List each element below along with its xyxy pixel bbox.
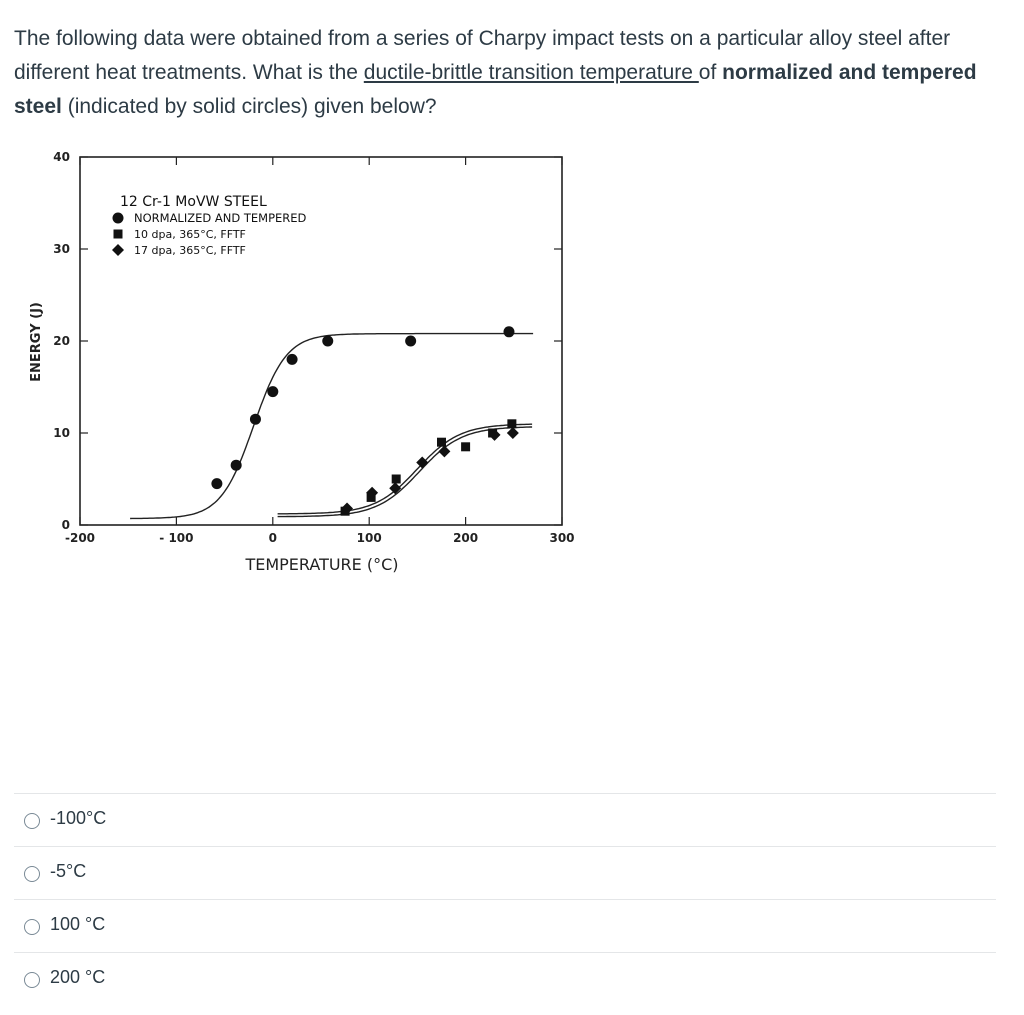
question-link[interactable]: ductile-brittle transition temperature: [363, 61, 699, 84]
data-point-diamond: [438, 445, 451, 458]
fit-curve: [277, 426, 533, 518]
data-point-circle: [286, 353, 298, 365]
y-tick-label: 0: [62, 518, 70, 532]
data-point-diamond: [506, 427, 519, 439]
radio-button[interactable]: [24, 972, 40, 988]
x-tick-label: - 100: [159, 531, 193, 545]
answer-option[interactable]: -5°C: [14, 846, 996, 899]
y-tick-label: 40: [53, 150, 70, 164]
answer-option-label: 100 °C: [50, 914, 106, 934]
x-tick-label: 300: [549, 531, 574, 545]
data-point-circle: [405, 335, 417, 347]
data-point-square: [507, 419, 517, 429]
y-tick-label: 20: [53, 334, 70, 348]
radio-button[interactable]: [24, 813, 40, 829]
legend-label: 10 dpa, 365°C, FFTF: [134, 228, 246, 241]
data-point-square: [461, 442, 471, 452]
y-tick-label: 10: [53, 426, 70, 440]
answer-option-label: -100°C: [50, 808, 107, 828]
x-tick-label: 100: [357, 531, 382, 545]
data-point-diamond: [416, 456, 429, 469]
x-tick-label: -200: [65, 531, 95, 545]
legend-label: 17 dpa, 365°C, FFTF: [134, 244, 246, 257]
answer-option-label: 200 °C: [50, 967, 106, 987]
y-tick-label: 30: [53, 242, 70, 256]
x-tick-label: 0: [269, 531, 277, 545]
data-point-diamond: [366, 486, 379, 499]
question-part3: (indicated by solid circles) given below…: [61, 95, 437, 118]
question-bold: normalized and tempered steel: [14, 61, 977, 118]
question-part1: The following data were obtained from a …: [14, 27, 951, 84]
answer-option[interactable]: -100°C: [14, 793, 996, 846]
radio-button[interactable]: [24, 919, 40, 935]
legend-label: NORMALIZED AND TEMPERED: [134, 211, 307, 225]
data-point-diamond: [341, 502, 354, 515]
data-point-circle: [322, 335, 334, 347]
legend-marker-circle: [112, 212, 124, 224]
data-point-circle: [267, 386, 279, 398]
chart-svg: -200 - 100 0 100 200 300 0 10 20 30 40 12 Cr-1 MoV…: [29, 150, 575, 574]
answer-option[interactable]: 100 °C: [14, 899, 996, 952]
question-text: The following data were obtained from a …: [14, 22, 1004, 124]
data-point-circle: [249, 413, 261, 425]
question-part2: of: [698, 61, 723, 84]
fit-curve: [130, 332, 534, 520]
data-point-square: [437, 437, 446, 447]
fit-curve: [277, 423, 533, 515]
x-tick-label: 200: [453, 531, 478, 545]
legend-marker-diamond: [112, 244, 124, 256]
data-point-diamond: [488, 428, 501, 441]
data-point-square: [391, 474, 401, 484]
y-axis-label: ENERGY (J): [29, 302, 44, 382]
data-point-circle: [211, 478, 223, 490]
data-point-circle: [503, 326, 515, 338]
answer-option[interactable]: 200 °C: [14, 952, 996, 1005]
answer-option-label: -5°C: [50, 861, 87, 881]
x-axis-label: TEMPERATURE (°C): [244, 555, 398, 574]
legend-marker-square: [113, 229, 123, 239]
charpy-chart: -200 - 100 0 100 200 300 0 10 20 30 40 12 Cr-1 MoV…: [20, 142, 620, 582]
radio-button[interactable]: [24, 866, 40, 882]
data-point-circle: [230, 459, 242, 471]
chart-title: 12 Cr-1 MoVW STEEL: [120, 194, 267, 210]
data-point-diamond: [389, 482, 402, 495]
